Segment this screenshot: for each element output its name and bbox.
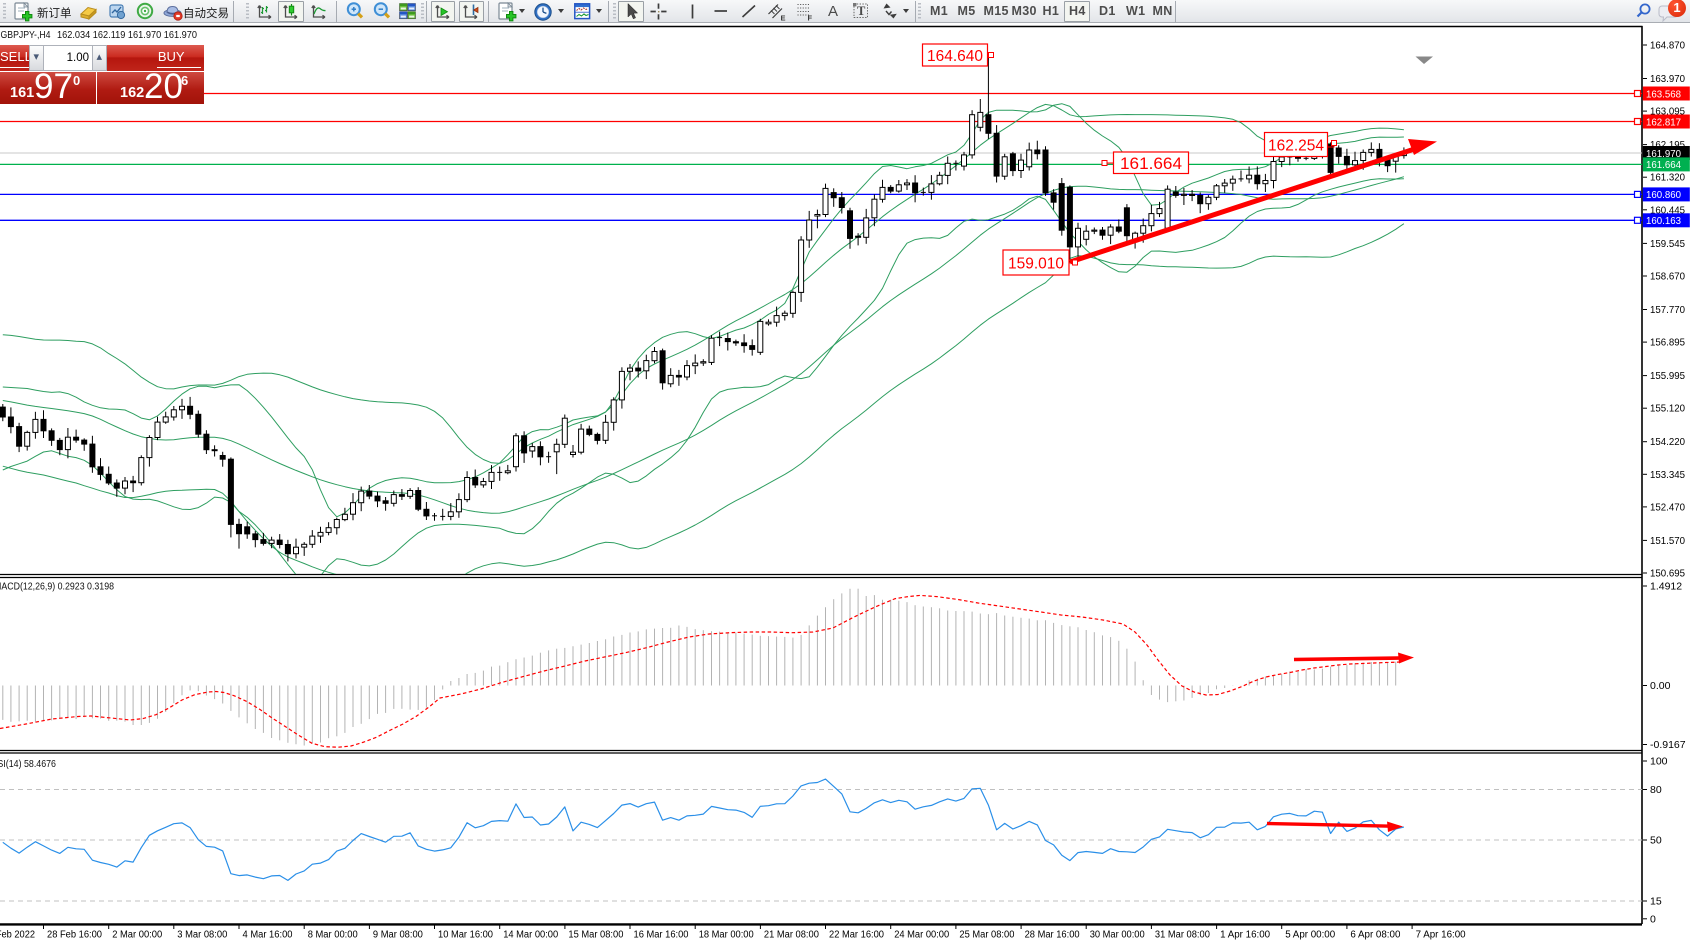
svg-text:MACD(12,26,9) 0.2923 0.3198: MACD(12,26,9) 0.2923 0.3198 [0,581,114,593]
svg-text:15 Mar 08:00: 15 Mar 08:00 [568,930,623,941]
svg-text:160.860: 160.860 [1646,189,1681,201]
svg-text:4 Mar 16:00: 4 Mar 16:00 [243,930,293,941]
svg-text:163.568: 163.568 [1646,88,1681,100]
svg-text:1.4912: 1.4912 [1650,581,1682,593]
svg-text:0.00: 0.00 [1650,680,1671,692]
svg-text:162.254: 162.254 [1268,137,1324,154]
svg-text:14 Mar 00:00: 14 Mar 00:00 [503,930,558,941]
svg-text:31 Mar 08:00: 31 Mar 08:00 [1155,930,1210,941]
svg-text:1 Apr 16:00: 1 Apr 16:00 [1220,930,1270,941]
svg-text:RSI(14) 58.4676: RSI(14) 58.4676 [0,758,56,770]
svg-text:156.895: 156.895 [1650,337,1685,349]
svg-text:E: E [781,14,786,23]
svg-text:153.345: 153.345 [1650,469,1685,481]
svg-text:164.870: 164.870 [1650,40,1685,52]
svg-text:28 Mar 16:00: 28 Mar 16:00 [1025,930,1080,941]
svg-text:159.545: 159.545 [1650,238,1685,250]
svg-text:22 Mar 16:00: 22 Mar 16:00 [829,930,884,941]
svg-text:154.220: 154.220 [1650,436,1685,448]
svg-text:157.770: 157.770 [1650,304,1685,316]
svg-text:50: 50 [1650,835,1662,847]
svg-text:10 Mar 16:00: 10 Mar 16:00 [438,930,493,941]
svg-text:162.817: 162.817 [1646,116,1681,128]
svg-text:161.970: 161.970 [1646,148,1681,160]
svg-text:161.320: 161.320 [1650,172,1685,184]
svg-text:30 Mar 00:00: 30 Mar 00:00 [1090,930,1145,941]
svg-text:8 Mar 00:00: 8 Mar 00:00 [308,930,358,941]
svg-text:161.664: 161.664 [1646,159,1681,171]
svg-text:25 Feb 2022: 25 Feb 2022 [0,930,35,941]
svg-text:15: 15 [1650,896,1662,908]
svg-text:6 Apr 08:00: 6 Apr 08:00 [1350,930,1400,941]
svg-text:18 Mar 00:00: 18 Mar 00:00 [699,930,754,941]
svg-text:F: F [808,14,813,23]
svg-text:159.010: 159.010 [1008,255,1064,272]
svg-text:163.970: 163.970 [1650,73,1685,85]
svg-text:9 Mar 08:00: 9 Mar 08:00 [373,930,423,941]
svg-text:155.995: 155.995 [1650,370,1685,382]
svg-text:2 Mar 00:00: 2 Mar 00:00 [112,930,162,941]
svg-text:25 Mar 08:00: 25 Mar 08:00 [959,930,1014,941]
svg-text:T: T [857,4,866,18]
svg-text:28 Feb 16:00: 28 Feb 16:00 [47,930,102,941]
svg-text:150.695: 150.695 [1650,568,1685,580]
svg-text:158.670: 158.670 [1650,271,1685,283]
svg-text:155.120: 155.120 [1650,403,1685,415]
svg-text:151.570: 151.570 [1650,535,1685,547]
svg-text:161.664: 161.664 [1120,154,1182,173]
svg-text:80: 80 [1650,784,1662,796]
svg-text:162.034 162.119 161.970 161.97: 162.034 162.119 161.970 161.970 [57,29,197,41]
svg-text:24 Mar 00:00: 24 Mar 00:00 [894,930,949,941]
svg-text:160.163: 160.163 [1646,215,1681,227]
svg-text:100: 100 [1650,756,1668,768]
svg-text:164.640: 164.640 [927,48,983,65]
svg-text:-0.9167: -0.9167 [1650,739,1686,751]
svg-text:5 Apr 00:00: 5 Apr 00:00 [1285,930,1335,941]
svg-text:7 Apr 16:00: 7 Apr 16:00 [1416,930,1466,941]
svg-text:GBPJPY-,H4: GBPJPY-,H4 [1,29,51,41]
svg-text:16 Mar 16:00: 16 Mar 16:00 [634,930,689,941]
svg-text:3 Mar 08:00: 3 Mar 08:00 [177,930,227,941]
svg-text:21 Mar 08:00: 21 Mar 08:00 [764,930,819,941]
svg-text:0: 0 [1650,913,1656,925]
svg-text:152.470: 152.470 [1650,501,1685,513]
